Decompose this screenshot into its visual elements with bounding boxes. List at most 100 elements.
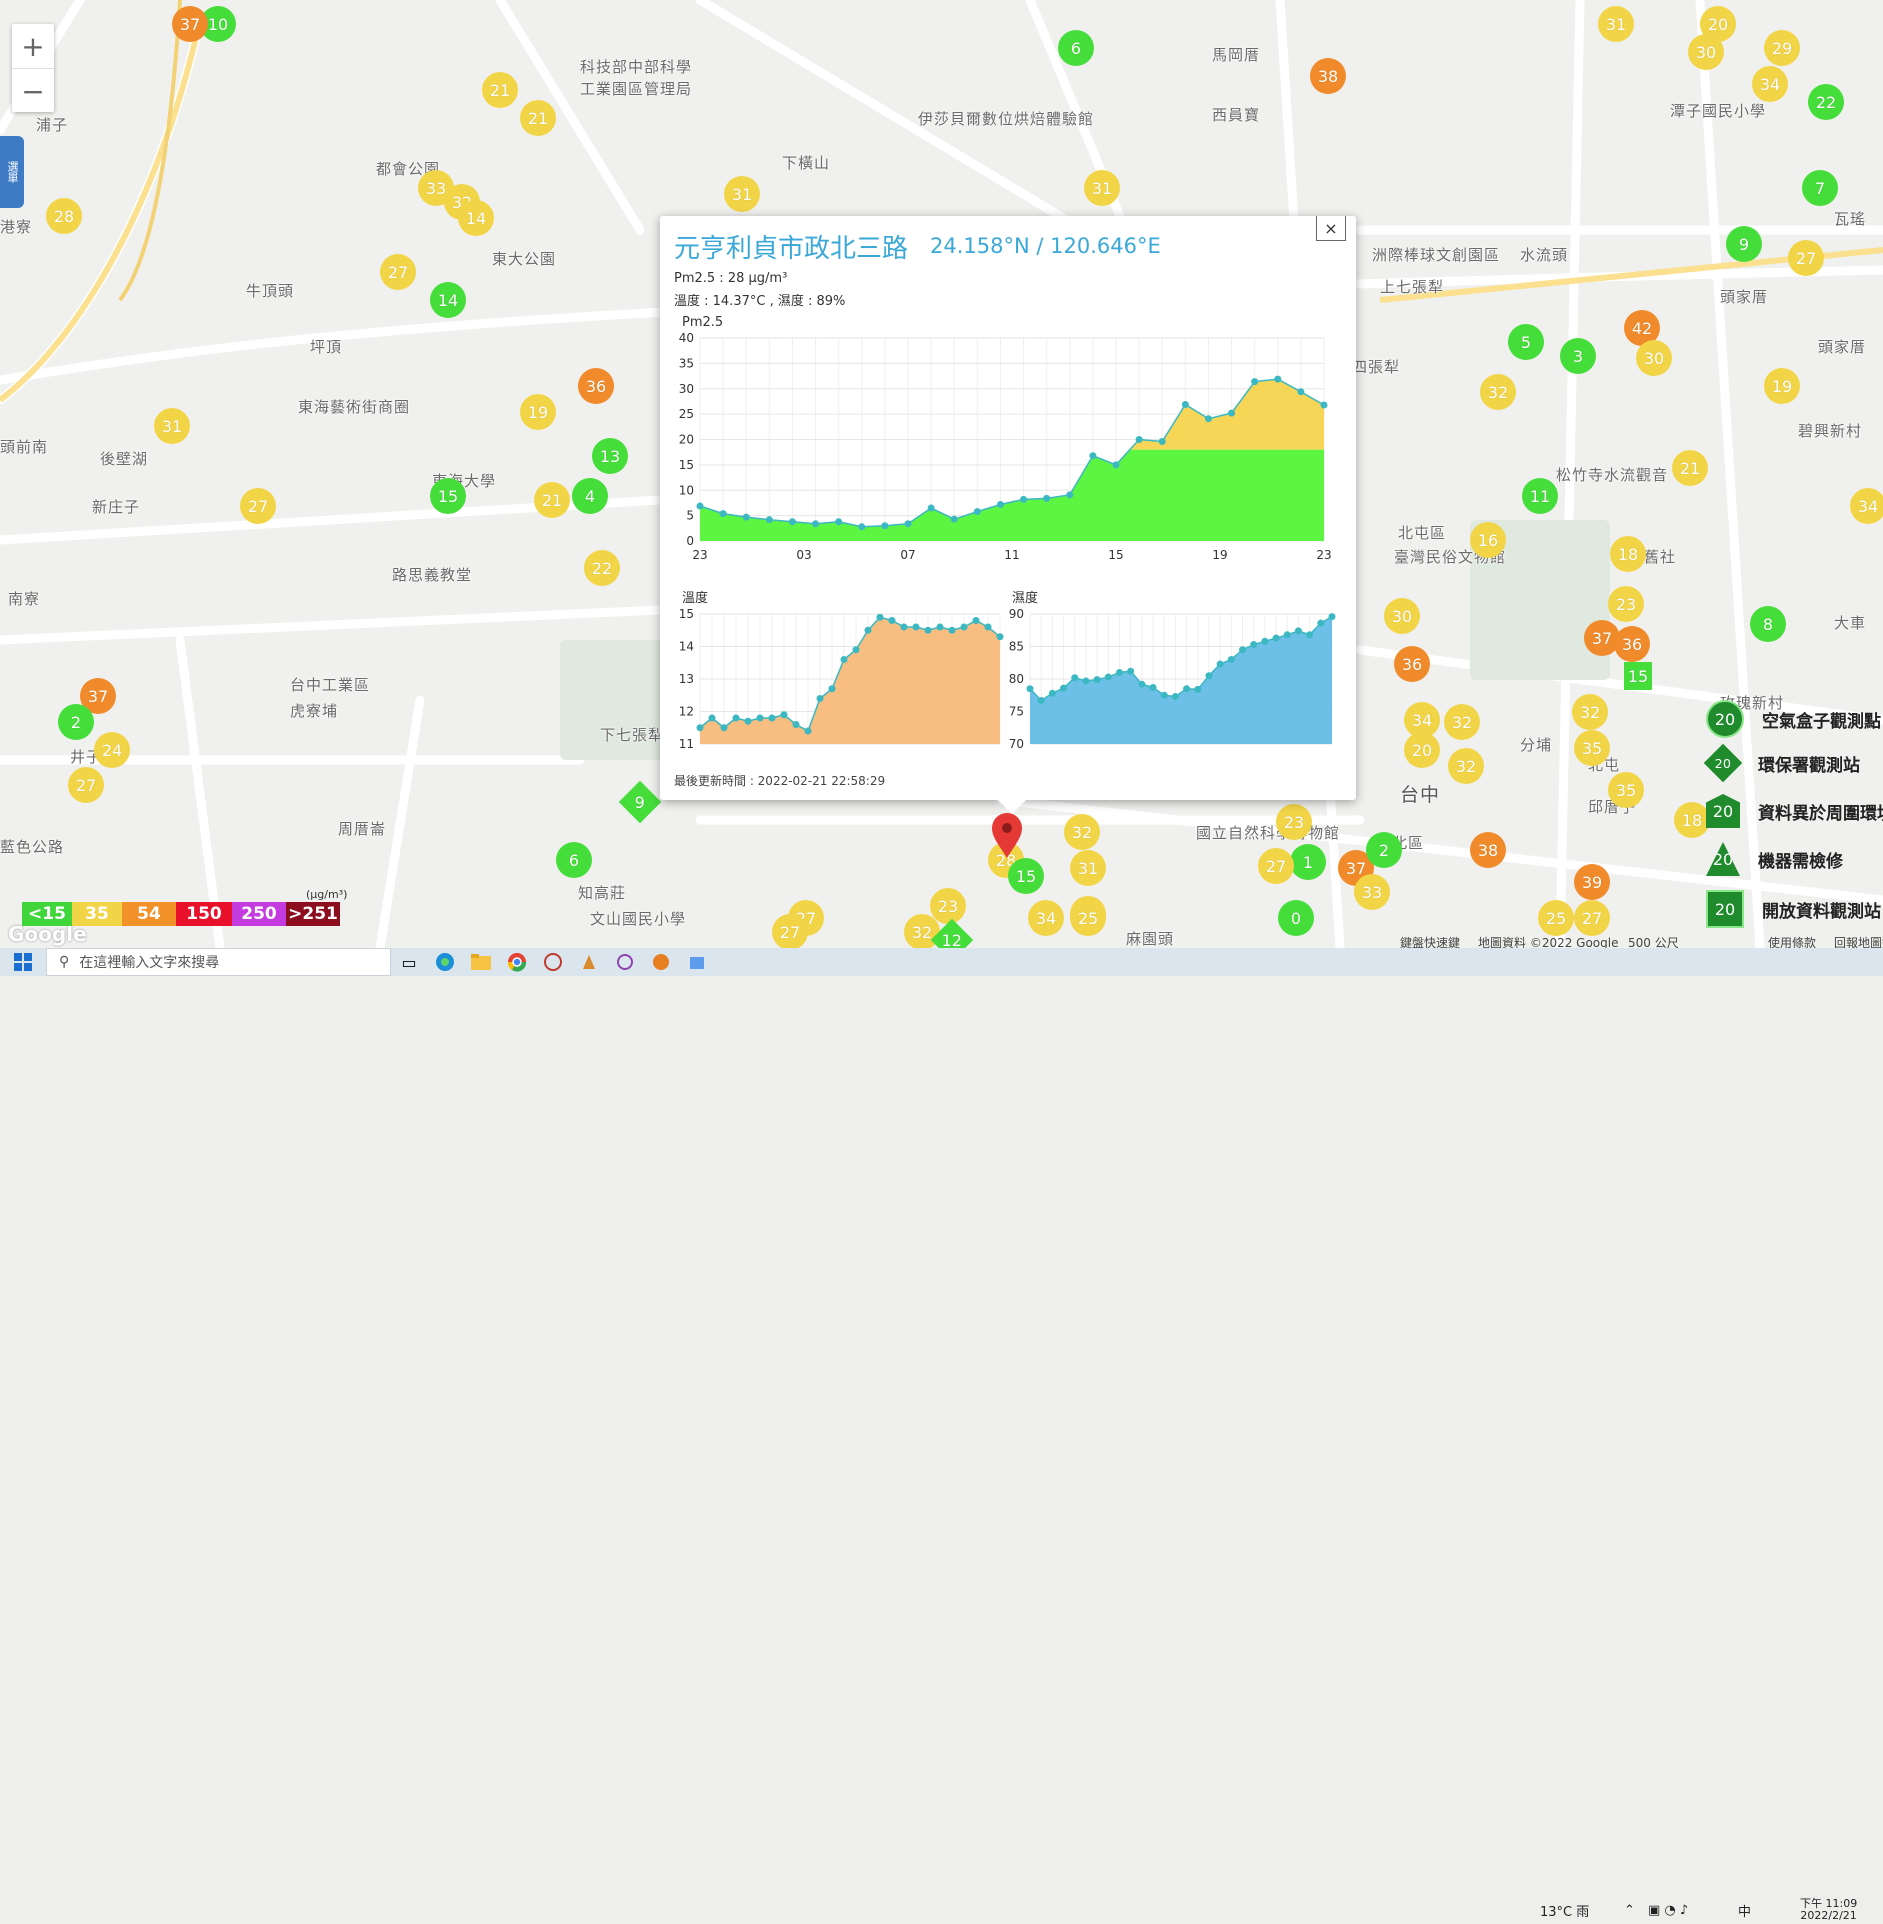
sensor-marker[interactable]: 24 [94,732,130,768]
sensor-marker[interactable]: 31 [1598,6,1634,42]
sensor-marker[interactable]: 27 [380,254,416,290]
sensor-marker[interactable]: 16 [1470,522,1506,558]
sensor-marker[interactable]: 39 [1574,864,1610,900]
sensor-marker[interactable]: 30 [1636,340,1672,376]
sensor-marker[interactable]: 32 [1448,748,1484,784]
sensor-marker[interactable]: 20 [1404,732,1440,768]
sensor-marker[interactable]: 33 [1354,874,1390,910]
edge-browser-icon[interactable] [427,948,463,976]
sensor-marker[interactable]: 21 [1672,450,1708,486]
terms-link[interactable]: 使用條款 [1768,934,1816,948]
sensor-marker[interactable]: 23 [1276,804,1312,840]
sensor-marker[interactable]: 2 [1366,832,1402,868]
tray-chevron-icon[interactable]: ⌃ [1624,1896,1635,1924]
sensor-marker[interactable]: 32 [1444,704,1480,740]
sensor-marker[interactable]: 6 [1058,30,1094,66]
sensor-marker[interactable]: 36 [1614,626,1650,662]
sensor-marker[interactable]: 35 [1608,772,1644,808]
sensor-marker[interactable]: 25 [1070,900,1106,936]
app-icon-4[interactable] [643,948,679,976]
sensor-marker[interactable]: 34 [1752,66,1788,102]
sensor-marker[interactable]: 6 [556,842,592,878]
app-icon-1[interactable] [535,948,571,976]
sensor-marker[interactable]: 32 [1480,374,1516,410]
sensor-marker[interactable]: 27 [1574,900,1610,936]
sensor-marker[interactable]: 0 [1278,900,1314,936]
sensor-marker[interactable]: 34 [1028,900,1064,936]
sensor-marker[interactable]: 27 [68,767,104,803]
sensor-marker[interactable]: 21 [534,482,570,518]
windows-start-icon[interactable] [0,948,46,976]
sensor-marker[interactable]: 32 [1064,814,1100,850]
sensor-marker[interactable]: 22 [1808,84,1844,120]
sensor-marker[interactable]: 11 [1522,478,1558,514]
sensor-marker[interactable]: 29 [1764,30,1800,66]
sensor-marker[interactable]: 1 [1290,844,1326,880]
zoom-out-button[interactable]: − [12,69,54,113]
app-icon-5[interactable] [679,948,715,976]
sensor-marker[interactable]: 7 [1802,170,1838,206]
zoom-in-button[interactable]: + [12,24,54,68]
sensor-marker[interactable]: 23 [1608,586,1644,622]
keyboard-shortcuts-link[interactable]: 鍵盤快速鍵 [1400,934,1460,948]
place-label: 舊社 [1644,546,1676,567]
open-data-station-marker[interactable]: 15 [1624,662,1652,690]
clock[interactable]: 下午 11:09 2022/2/21 [1800,1896,1857,1924]
location-pin-icon[interactable] [990,812,1024,860]
sensor-marker[interactable]: 23 [930,888,966,924]
weather-indicator[interactable]: 13°C 雨 [1540,1896,1589,1924]
sensor-marker[interactable]: 38 [1470,832,1506,868]
sensor-marker[interactable]: 9 [1726,226,1762,262]
sensor-marker[interactable]: 32 [1572,694,1608,730]
station-triangle-icon: 20 [1706,842,1740,876]
sensor-marker[interactable]: 4 [572,478,608,514]
report-error-link[interactable]: 回報地圖錯誤 [1834,934,1883,948]
sensor-marker[interactable]: 21 [520,100,556,136]
tray-icons[interactable]: ▣ ◔ ♪ [1648,1896,1688,1924]
sensor-marker[interactable]: 3 [1560,338,1596,374]
sensor-marker[interactable]: 31 [154,408,190,444]
sensor-marker[interactable]: 25 [1538,900,1574,936]
chrome-icon[interactable] [499,948,535,976]
sensor-marker[interactable]: 18 [1610,536,1646,572]
sensor-marker[interactable]: 27 [1258,848,1294,884]
file-explorer-icon[interactable] [463,948,499,976]
menu-tab[interactable]: 選單 [0,136,24,208]
sensor-marker[interactable]: 19 [520,394,556,430]
sensor-marker[interactable]: 31 [1084,170,1120,206]
taskbar-search-input[interactable]: ⚲ 在這裡輸入文字來搜尋 [46,948,391,976]
sensor-marker[interactable]: 28 [46,198,82,234]
sensor-marker[interactable]: 2 [58,704,94,740]
sensor-marker[interactable]: 21 [482,72,518,108]
sensor-marker[interactable]: 37 [172,6,208,42]
sensor-marker[interactable]: 31 [1070,850,1106,886]
sensor-marker[interactable]: 31 [724,176,760,212]
sensor-marker[interactable]: 36 [578,368,614,404]
sensor-marker[interactable]: 27 [1788,240,1824,276]
task-view-icon[interactable]: ▭ [391,948,427,976]
y-tick-label: 13 [679,672,694,686]
sensor-marker[interactable]: 38 [1310,58,1346,94]
sensor-marker[interactable]: 34 [1850,488,1883,524]
sensor-marker[interactable]: 14 [458,200,494,236]
sensor-marker[interactable]: 15 [430,478,466,514]
app-icon-3[interactable] [607,948,643,976]
sensor-marker[interactable]: 27 [772,914,808,948]
sensor-marker[interactable]: 8 [1750,606,1786,642]
sensor-marker[interactable]: 14 [430,282,466,318]
sensor-marker[interactable]: 30 [1384,598,1420,634]
sensor-marker[interactable]: 13 [592,438,628,474]
sensor-marker[interactable]: 22 [584,550,620,586]
sensor-marker[interactable]: 5 [1508,324,1544,360]
sensor-marker[interactable]: 30 [1688,34,1724,70]
map-canvas[interactable]: 馬岡厝 西員寶 科技部中部科學 工業園區管理局 都會公園 牛頂頭 坪頂 東大公園 東海藝術街商圈… [0,0,1883,948]
sensor-marker[interactable]: 18 [1674,802,1710,838]
place-label: 四張犁 [1352,356,1400,377]
sensor-marker[interactable]: 36 [1394,646,1430,682]
sensor-marker[interactable]: 27 [240,488,276,524]
sensor-marker[interactable]: 19 [1764,368,1800,404]
ime-indicator[interactable]: 中 [1738,1896,1751,1924]
sensor-marker[interactable]: 35 [1574,730,1610,766]
app-icon-2[interactable] [571,948,607,976]
sensor-marker[interactable]: 15 [1008,858,1044,894]
